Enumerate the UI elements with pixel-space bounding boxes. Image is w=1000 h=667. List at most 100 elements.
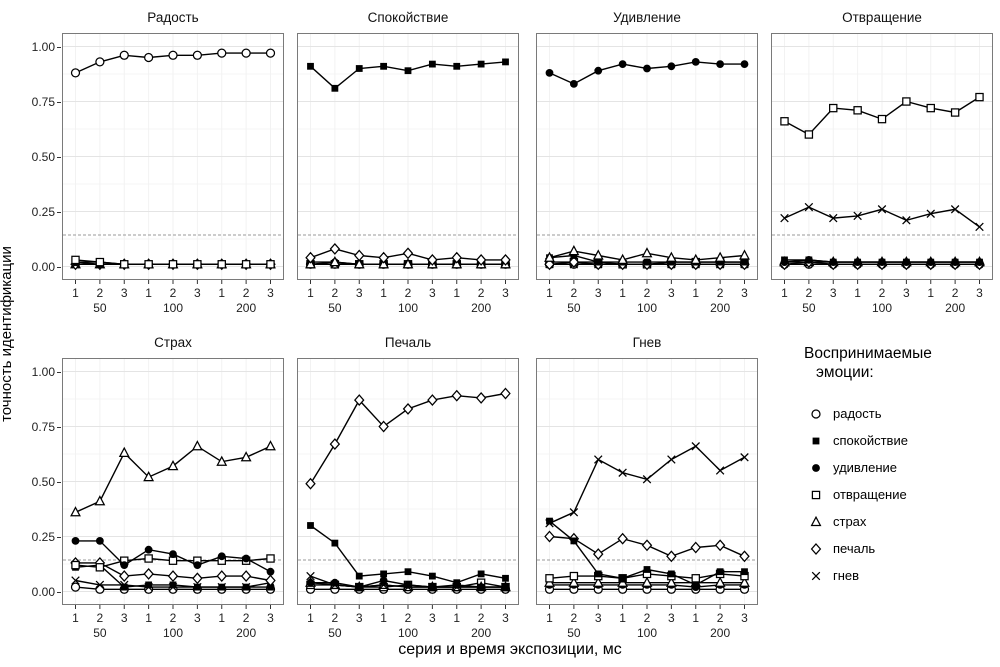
x-tick-label: 1	[854, 286, 861, 300]
x-tick-label: 3	[429, 611, 436, 625]
x-tick-label: 3	[668, 611, 675, 625]
x-group-tick-label: 50	[802, 301, 816, 315]
x-group-tick-label: 100	[162, 626, 184, 640]
x-tick-label: 3	[668, 286, 675, 300]
x-tick-label: 2	[716, 286, 724, 300]
y-tick-label: 0.75	[31, 419, 55, 434]
facet-title-Гнев: Гнев	[632, 335, 662, 350]
x-tick-label: 1	[619, 611, 626, 625]
panel-Спокойствие	[297, 33, 519, 284]
x-group-tick-label: 50	[328, 626, 342, 640]
x-tick-label: 3	[741, 286, 748, 300]
x-group-tick-label: 200	[471, 626, 492, 640]
panel-Отвращение	[771, 33, 993, 284]
series-спокойствие	[307, 522, 509, 587]
x-tick-label: 3	[120, 611, 128, 625]
x-tick-label: 2	[643, 286, 651, 300]
legend-item-label: страх	[833, 514, 867, 529]
x-tick-label: 3	[120, 286, 128, 300]
x-tick-label: 2	[570, 611, 578, 625]
filled-circle-icon	[812, 463, 820, 472]
series-печаль	[544, 530, 750, 563]
series-спокойствие	[546, 517, 748, 589]
x-tick-label: 1	[927, 286, 935, 300]
y-tick-label: 0.25	[31, 529, 55, 544]
x-tick-label: 2	[878, 286, 886, 300]
x-group-tick-label: 100	[162, 301, 184, 315]
x-tick-label: 2	[331, 286, 339, 300]
x-tick-label: 2	[404, 611, 412, 625]
legend-item-спокойствие: спокойствие	[790, 427, 995, 454]
y-tick-mark	[57, 591, 61, 593]
x-tick-label: 3	[429, 286, 436, 300]
series-отвращение	[780, 92, 984, 139]
x-tick-label: 1	[307, 286, 314, 300]
legend-item-label: удивление	[833, 460, 898, 475]
series-спокойствие	[307, 58, 509, 92]
x-group-tick-label: 200	[236, 301, 257, 315]
facet-title-Удивление: Удивление	[613, 10, 681, 25]
legend-item-label: спокойствие	[833, 433, 908, 448]
y-tick-mark	[57, 156, 61, 158]
x-tick-label: 1	[781, 286, 788, 300]
y-tick-label: 0.50	[31, 149, 55, 164]
x-tick-label: 3	[502, 286, 509, 300]
x-group-tick-label: 50	[93, 301, 107, 315]
x-tick-label: 3	[594, 611, 602, 625]
facet-title-Печаль: Печаль	[384, 335, 432, 350]
x-tick-label: 1	[380, 286, 387, 300]
x-tick-label: 3	[594, 286, 602, 300]
x-tick-label: 1	[692, 611, 700, 625]
legend-item-печаль: печаль	[790, 535, 995, 562]
x-tick-label: 2	[951, 286, 959, 300]
x-group-tick-label: 50	[567, 301, 581, 315]
x-tick-label: 1	[453, 286, 461, 300]
legend: Воспринимаемые эмоции: радость спокойстви…	[790, 344, 995, 589]
x-tick-label: 3	[903, 286, 910, 300]
open-diamond-icon	[810, 542, 822, 555]
x-tick-label: 2	[242, 611, 250, 625]
x-axis-title: серия и время экспозиции, мс	[398, 641, 622, 658]
x-tick-label: 1	[218, 611, 226, 625]
legend-item-label: радость	[833, 406, 882, 421]
x-tick-label: 2	[169, 286, 177, 300]
x-tick-label: 1	[72, 611, 79, 625]
legend-item-радость: радость	[790, 400, 995, 427]
x-tick-label: 1	[692, 286, 700, 300]
x-tick-label: 3	[829, 286, 837, 300]
x-tick-label: 3	[355, 286, 363, 300]
x-tick-label: 3	[976, 286, 983, 300]
series-печаль	[70, 556, 276, 587]
filled-square-icon	[812, 437, 820, 444]
panel-Радость	[62, 33, 284, 284]
x-group-tick-label: 200	[710, 301, 731, 315]
y-tick-mark	[57, 46, 61, 48]
x-group-tick-label: 200	[710, 626, 731, 640]
x-tick-label: 2	[643, 611, 651, 625]
x-tick-label: 2	[477, 286, 485, 300]
legend-item-отвращение: отвращение	[790, 481, 995, 508]
legend-title-line2: эмоции:	[816, 364, 874, 381]
x-tick-label: 2	[477, 611, 485, 625]
x-group-tick-label: 100	[636, 626, 658, 640]
y-tick-label: 0.25	[31, 204, 55, 219]
y-tick-label: 1.00	[31, 364, 55, 379]
series-отвращение	[71, 255, 275, 269]
x-tick-label: 2	[716, 611, 724, 625]
legend-title-line1: Воспринимаемые	[804, 345, 932, 362]
legend-item-label: отвращение	[833, 487, 907, 502]
panel-Удивление	[536, 33, 758, 284]
series-печаль	[305, 387, 511, 490]
y-tick-mark	[57, 481, 61, 483]
series-страх	[305, 255, 511, 269]
x-tick-label: 1	[546, 611, 553, 625]
x-tick-label: 1	[145, 286, 152, 300]
y-tick-label: 0.75	[31, 94, 55, 109]
x-tick-label: 3	[194, 611, 201, 625]
legend-items: радость спокойствие удивление отвращение стр…	[790, 400, 995, 589]
x-tick-label: 1	[546, 286, 553, 300]
y-tick-label: 0.00	[31, 259, 55, 274]
x-group-tick-label: 50	[567, 626, 581, 640]
legend-item-гнев: гнев	[790, 562, 995, 589]
x-tick-label: 2	[404, 286, 412, 300]
